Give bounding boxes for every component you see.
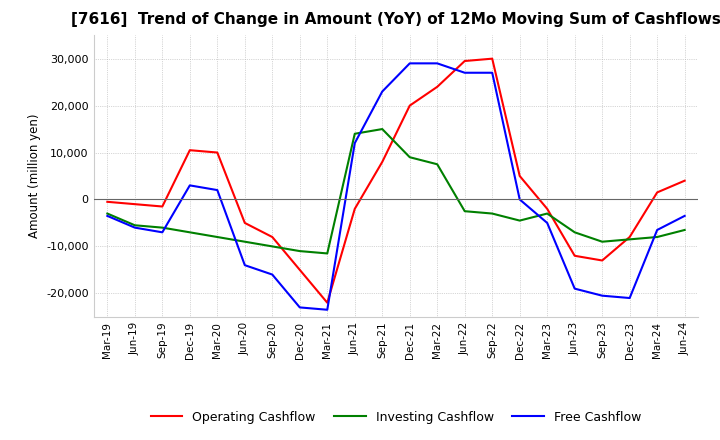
Line: Operating Cashflow: Operating Cashflow [107,59,685,303]
Investing Cashflow [516,218,524,223]
Operating Cashflow [433,84,441,89]
Operating Cashflow [570,253,579,258]
Operating Cashflow [103,199,112,205]
Operating Cashflow [351,206,359,212]
Investing Cashflow [240,239,249,244]
Title: [7616]  Trend of Change in Amount (YoY) of 12Mo Moving Sum of Cashflows: [7616] Trend of Change in Amount (YoY) o… [71,12,720,27]
Free Cashflow [460,70,469,75]
Investing Cashflow [433,161,441,167]
Free Cashflow [570,286,579,291]
Operating Cashflow [323,300,332,305]
Operating Cashflow [680,178,689,183]
Operating Cashflow [460,59,469,64]
Investing Cashflow [626,237,634,242]
Investing Cashflow [405,154,414,160]
Investing Cashflow [543,211,552,216]
Free Cashflow [653,227,662,233]
Line: Free Cashflow: Free Cashflow [107,63,685,310]
Investing Cashflow [186,230,194,235]
Investing Cashflow [268,244,276,249]
Investing Cashflow [460,209,469,214]
Operating Cashflow [213,150,222,155]
Investing Cashflow [598,239,606,244]
Free Cashflow [186,183,194,188]
Free Cashflow [680,213,689,219]
Investing Cashflow [323,251,332,256]
Operating Cashflow [543,206,552,212]
Free Cashflow [103,213,112,219]
Free Cashflow [598,293,606,298]
Operating Cashflow [240,220,249,226]
Investing Cashflow [158,225,166,230]
Investing Cashflow [653,235,662,240]
Free Cashflow [433,61,441,66]
Line: Investing Cashflow: Investing Cashflow [107,129,685,253]
Operating Cashflow [186,147,194,153]
Operating Cashflow [268,235,276,240]
Free Cashflow [378,89,387,94]
Free Cashflow [351,140,359,146]
Operating Cashflow [130,202,139,207]
Free Cashflow [213,187,222,193]
Operating Cashflow [653,190,662,195]
Operating Cashflow [295,267,304,272]
Operating Cashflow [158,204,166,209]
Investing Cashflow [488,211,497,216]
Investing Cashflow [103,211,112,216]
Operating Cashflow [405,103,414,108]
Operating Cashflow [378,159,387,165]
Investing Cashflow [351,131,359,136]
Legend: Operating Cashflow, Investing Cashflow, Free Cashflow: Operating Cashflow, Investing Cashflow, … [146,406,646,429]
Operating Cashflow [598,258,606,263]
Free Cashflow [323,307,332,312]
Free Cashflow [626,295,634,301]
Free Cashflow [488,70,497,75]
Investing Cashflow [570,230,579,235]
Operating Cashflow [488,56,497,61]
Free Cashflow [268,272,276,277]
Y-axis label: Amount (million yen): Amount (million yen) [27,114,40,238]
Investing Cashflow [130,223,139,228]
Investing Cashflow [213,235,222,240]
Free Cashflow [516,197,524,202]
Free Cashflow [405,61,414,66]
Investing Cashflow [378,126,387,132]
Free Cashflow [295,305,304,310]
Operating Cashflow [516,173,524,179]
Free Cashflow [543,220,552,226]
Free Cashflow [240,263,249,268]
Free Cashflow [158,230,166,235]
Investing Cashflow [680,227,689,233]
Investing Cashflow [295,249,304,254]
Operating Cashflow [626,235,634,240]
Free Cashflow [130,225,139,230]
